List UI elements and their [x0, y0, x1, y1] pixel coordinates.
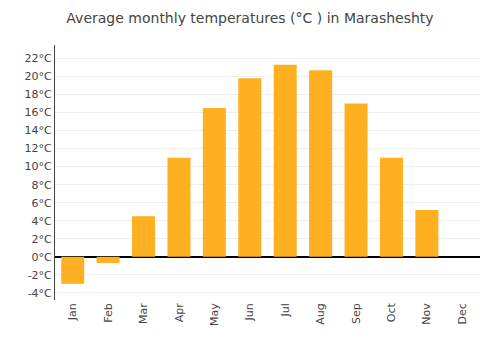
svg-text:10°C: 10°C	[25, 160, 52, 173]
svg-text:Apr: Apr	[173, 303, 186, 323]
svg-text:2°C: 2°C	[32, 233, 52, 246]
svg-text:Jun: Jun	[243, 303, 256, 321]
svg-text:-4°C: -4°C	[28, 287, 52, 300]
svg-text:Nov: Nov	[420, 303, 433, 325]
svg-text:0°C: 0°C	[32, 251, 52, 264]
svg-text:20°C: 20°C	[25, 70, 52, 83]
svg-text:12°C: 12°C	[25, 142, 52, 155]
svg-text:May: May	[208, 303, 221, 326]
svg-text:Jul: Jul	[279, 303, 292, 317]
svg-text:Dec: Dec	[456, 303, 469, 324]
svg-text:Jan: Jan	[66, 303, 79, 321]
svg-text:22°C: 22°C	[25, 52, 52, 65]
svg-text:14°C: 14°C	[25, 124, 52, 137]
svg-text:8°C: 8°C	[32, 179, 52, 192]
svg-text:6°C: 6°C	[32, 197, 52, 210]
svg-text:16°C: 16°C	[25, 106, 52, 119]
svg-text:-2°C: -2°C	[28, 269, 52, 282]
svg-text:Feb: Feb	[102, 303, 115, 322]
svg-text:Oct: Oct	[385, 303, 398, 323]
svg-text:4°C: 4°C	[32, 215, 52, 228]
svg-text:Aug: Aug	[314, 303, 327, 324]
svg-text:Sep: Sep	[350, 303, 363, 324]
svg-text:Mar: Mar	[137, 303, 150, 324]
svg-text:Average monthly temperatures (: Average monthly temperatures (°C ) in Ma…	[66, 10, 433, 26]
svg-text:18°C: 18°C	[25, 88, 52, 101]
